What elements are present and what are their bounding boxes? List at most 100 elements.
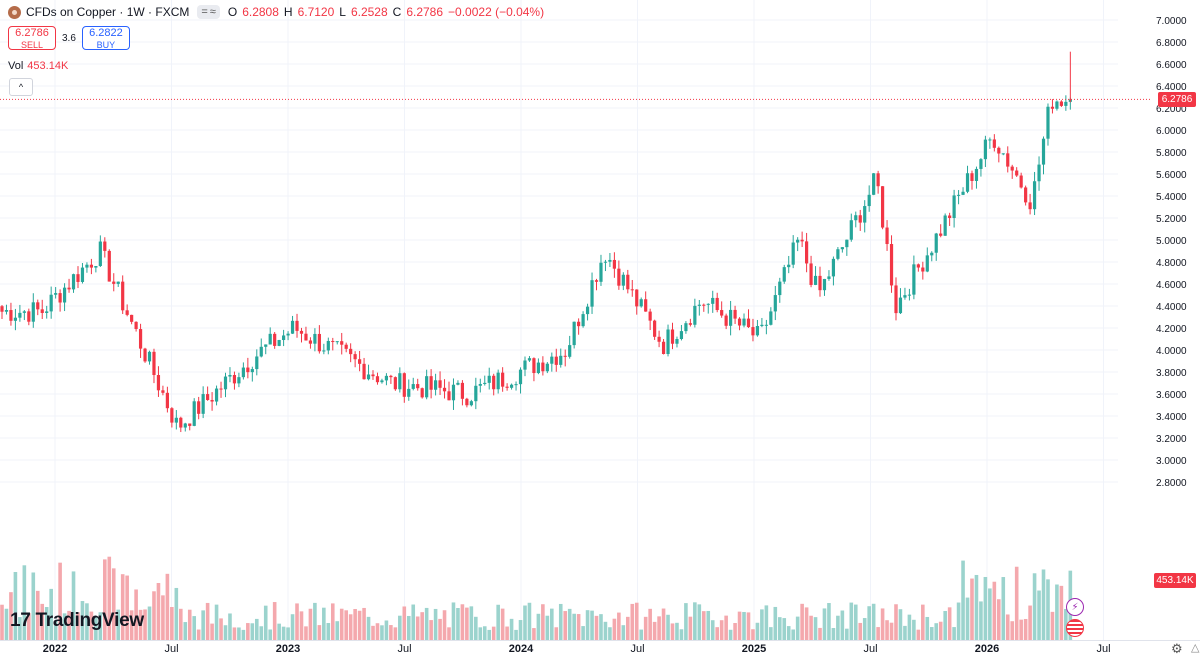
- y-tick-label: 3.8000: [1156, 368, 1187, 379]
- volume-bar: [988, 588, 992, 640]
- volume-bar: [308, 608, 313, 640]
- tradingview-logo[interactable]: 17 TradingView: [10, 610, 144, 632]
- candle-body: [872, 173, 876, 195]
- candle-body: [134, 321, 138, 330]
- volume-bar: [599, 614, 603, 640]
- open-value: 6.2808: [242, 5, 279, 19]
- x-tick-label: 2022: [43, 643, 67, 655]
- candle-body: [1032, 181, 1037, 210]
- volume-bar: [362, 607, 366, 640]
- volume-bar: [737, 611, 742, 640]
- volume-bar: [469, 606, 474, 640]
- candle-body: [805, 241, 809, 264]
- candle-body: [572, 321, 576, 346]
- candle-body: [581, 314, 585, 327]
- us-flag-icon[interactable]: [1066, 619, 1084, 637]
- volume-bar: [786, 626, 791, 640]
- candle-body: [201, 394, 205, 414]
- volume-bar: [442, 610, 447, 640]
- candle-body: [425, 376, 429, 398]
- volume-legend: Vol 453.14K: [8, 60, 68, 72]
- volume-bar: [94, 616, 98, 640]
- volume-bar: [818, 627, 822, 640]
- candle-body: [36, 302, 40, 310]
- spread-value: 3.6: [62, 32, 76, 44]
- y-tick-label: 3.0000: [1156, 456, 1187, 467]
- volume-bar: [375, 623, 380, 640]
- candle-body: [304, 333, 308, 341]
- candle-body: [94, 266, 98, 268]
- candle-body: [773, 295, 777, 312]
- candle-body: [273, 333, 277, 346]
- volume-bar: [58, 562, 62, 640]
- volume-bar: [165, 573, 170, 640]
- candle-body: [331, 340, 335, 342]
- volume-bar: [929, 627, 934, 640]
- buy-button[interactable]: 6.2822 BUY: [81, 26, 130, 50]
- candle-body: [13, 317, 18, 321]
- volume-bar: [353, 608, 357, 640]
- candle-body: [1041, 138, 1046, 165]
- candle-body: [702, 304, 706, 306]
- volume-bar: [357, 610, 362, 640]
- volume-bar: [563, 611, 568, 640]
- volume-bar: [192, 616, 197, 640]
- lightning-icon[interactable]: ⚡: [1066, 598, 1084, 616]
- candle-body: [787, 264, 791, 268]
- volume-bar: [371, 625, 375, 640]
- sell-button[interactable]: 6.2786 SELL: [8, 26, 56, 50]
- volume-bar: [31, 572, 36, 640]
- candle-body: [362, 363, 366, 380]
- candle-body: [639, 299, 643, 307]
- volume-bar: [706, 610, 711, 640]
- volume-bar: [232, 627, 237, 640]
- x-tick-label: 2025: [742, 643, 766, 655]
- volume-bar: [585, 610, 590, 640]
- volume-bar: [415, 616, 420, 640]
- volume-bar: [138, 609, 143, 640]
- candle-body: [501, 372, 505, 387]
- volume-bar: [290, 614, 295, 640]
- copper-icon: [8, 5, 21, 19]
- candle-body: [635, 289, 639, 307]
- volume-bar: [693, 602, 697, 640]
- volume-bar: [970, 578, 974, 640]
- y-tick-label: 3.6000: [1156, 390, 1187, 401]
- volume-bar: [907, 614, 912, 640]
- compare-toggle[interactable]: = ≈: [197, 5, 220, 19]
- settings-icon[interactable]: ⚙: [1171, 641, 1183, 656]
- candle-body: [755, 325, 760, 336]
- change-value: −0.0022 (−0.04%): [448, 5, 545, 19]
- symbol-title[interactable]: CFDs on Copper · 1W · FXCM: [26, 5, 190, 19]
- candle-body: [724, 315, 728, 326]
- candle-body: [259, 346, 263, 357]
- candle-body: [849, 220, 853, 240]
- candle-body: [174, 417, 178, 423]
- volume-bar: [827, 603, 831, 640]
- x-tick-label: Jul: [397, 643, 411, 655]
- candle-body: [889, 244, 894, 286]
- volume-bar: [938, 621, 943, 640]
- volume-bar: [205, 602, 210, 640]
- candle-body: [299, 330, 304, 334]
- candle-body: [921, 267, 925, 272]
- volume-bar: [947, 607, 952, 640]
- candle-body: [349, 348, 353, 355]
- candle-body: [693, 305, 697, 325]
- collapse-legend-button[interactable]: ^: [9, 78, 33, 96]
- candle-body: [255, 356, 259, 370]
- candle-body: [223, 376, 228, 390]
- candle-body: [98, 241, 102, 267]
- candle-body: [170, 408, 174, 423]
- volume-bar: [465, 607, 469, 640]
- volume-bar: [1010, 621, 1015, 640]
- warning-icon[interactable]: △: [1191, 642, 1200, 654]
- candle-body: [4, 310, 9, 312]
- volume-bar: [639, 629, 644, 640]
- candle-body: [545, 363, 549, 372]
- volume-bar: [1055, 584, 1059, 640]
- candle-body: [854, 215, 858, 221]
- candle-body: [67, 287, 71, 290]
- volume-bar: [688, 616, 693, 640]
